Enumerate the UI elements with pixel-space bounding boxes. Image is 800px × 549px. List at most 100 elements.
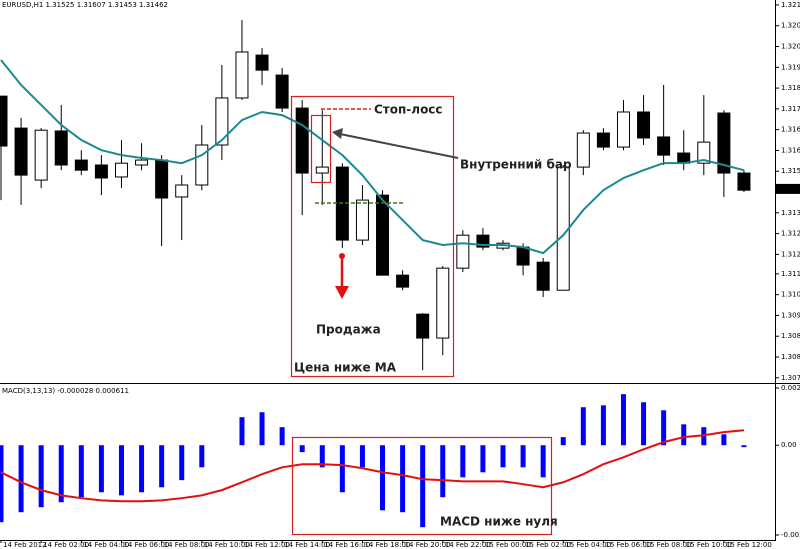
y-tick-label: 1.31055: [781, 291, 800, 299]
last-price-label: 1.31462: [778, 185, 800, 193]
y-tick-label: 1.32010: [781, 43, 800, 51]
y-tick-label: 1.32170: [781, 1, 800, 9]
candle-body: [576, 132, 590, 168]
macd-bar: [380, 445, 386, 511]
macd-bar: [460, 445, 466, 478]
macd-bar: [480, 445, 486, 473]
candle-body: [657, 136, 671, 156]
macd-box: [291, 436, 553, 536]
inside-bar-arrow: [339, 133, 459, 159]
macd-bar: [239, 417, 245, 446]
candle-body: [737, 172, 751, 191]
y-tick-label: 1.31850: [781, 84, 800, 92]
candle-body: [175, 184, 189, 198]
candle-body: [436, 267, 450, 339]
candle-body: [637, 111, 651, 139]
y-tick-label: 1.31210: [781, 250, 800, 258]
x-tick-label: 15 Feb 10:00: [686, 541, 732, 549]
sell-arrow-head: [335, 286, 349, 299]
candle-body: [14, 127, 28, 176]
macd-below-zero-label: MACD ниже нуля: [440, 515, 558, 529]
macd-bar: [620, 394, 626, 446]
candle-body: [536, 261, 550, 291]
macd-title: MACD(3,13,13) -0.000028 0.000611: [2, 387, 129, 395]
x-tick-label: 14 Feb 10:00: [204, 541, 250, 549]
candle-body: [114, 162, 128, 178]
candle-body: [416, 313, 430, 339]
candle-body: [456, 234, 470, 269]
macd-bar: [600, 405, 606, 446]
macd-bar: [641, 402, 647, 446]
macd-signal: [0, 429, 745, 503]
inside-bar-box: [310, 114, 332, 184]
price-box: [290, 95, 455, 378]
x-tick-label: 14 Feb 08:00: [164, 541, 210, 549]
candle-body: [616, 111, 630, 148]
x-tick-label: 14 Feb 14:00: [284, 541, 330, 549]
x-tick-label: 14 Feb 2012: [3, 541, 47, 549]
candle-body: [376, 194, 390, 276]
y-tick-label: 1.30975: [781, 311, 800, 319]
candle-body: [34, 129, 48, 181]
macd-bar: [38, 445, 44, 508]
y-tick-label: 1.31135: [781, 270, 800, 278]
x-tick-label: 15 Feb 00:00: [485, 541, 531, 549]
x-tick-label: 14 Feb 12:00: [244, 541, 290, 549]
candle-body: [697, 141, 711, 164]
macd-bar: [139, 445, 145, 493]
candle-body: [215, 97, 229, 146]
macd-bar: [741, 445, 747, 448]
y-tick-label: 1.30815: [781, 353, 800, 361]
macd-bar: [179, 445, 185, 481]
macd-bar: [440, 445, 446, 498]
y-tick-label: 1.31770: [781, 105, 800, 113]
macd-y-tick-label: 0.00: [781, 441, 797, 449]
x-tick-label: 14 Feb 20:00: [405, 541, 451, 549]
x-tick-label: 14 Feb 04:00: [83, 541, 129, 549]
x-tick-label: 14 Feb 18:00: [364, 541, 410, 549]
macd-bar: [118, 445, 124, 496]
x-tick-label: 14 Feb 06:00: [123, 541, 169, 549]
macd-bar: [420, 445, 426, 528]
x-tick-label: 14 Feb 16:00: [324, 541, 370, 549]
y-tick-label: 1.32090: [781, 22, 800, 30]
candle-body: [54, 130, 68, 166]
stop-loss-label: Стоп-лосс: [374, 103, 443, 117]
macd-bar: [279, 427, 285, 446]
candle-body: [74, 159, 88, 171]
macd-bar: [299, 445, 305, 453]
macd-bar: [18, 445, 24, 513]
candle-body: [315, 166, 329, 174]
macd-y-tick-label: 0.00241: [781, 384, 800, 392]
macd-bar: [199, 445, 205, 468]
annotations: Стоп-лосс Внутренний бар Продажа Цена ни…: [290, 95, 572, 536]
candle-body: [94, 164, 108, 179]
candle-body: [135, 159, 149, 166]
candle-body: [155, 159, 169, 199]
macd-bar: [319, 445, 325, 468]
macd-bar: [540, 445, 546, 478]
y-tick-label: 1.31370: [781, 209, 800, 217]
y-tick-label: 1.31690: [781, 126, 800, 134]
x-tick-label: 15 Feb 08:00: [646, 541, 692, 549]
candle-body: [717, 112, 731, 174]
y-tick-label: 1.31530: [781, 167, 800, 175]
macd-bar: [0, 445, 4, 523]
moving-average: [0, 59, 745, 255]
inside-bar-label: Внутренний бар: [460, 158, 572, 172]
macd-bar: [98, 445, 104, 493]
macd-bar: [359, 445, 365, 468]
macd-bar: [400, 445, 406, 513]
price-below-ma-label: Цена ниже MA: [294, 361, 397, 375]
x-tick-label: 14 Feb 02:00: [43, 541, 89, 549]
macd-bar: [560, 437, 566, 446]
candle-body: [195, 144, 209, 186]
macd-bar: [681, 424, 687, 446]
macd-bar: [520, 445, 526, 468]
y-tick-label: 1.31610: [781, 146, 800, 154]
macd-bar: [259, 412, 265, 446]
x-tick-label: 15 Feb 02:00: [525, 541, 571, 549]
